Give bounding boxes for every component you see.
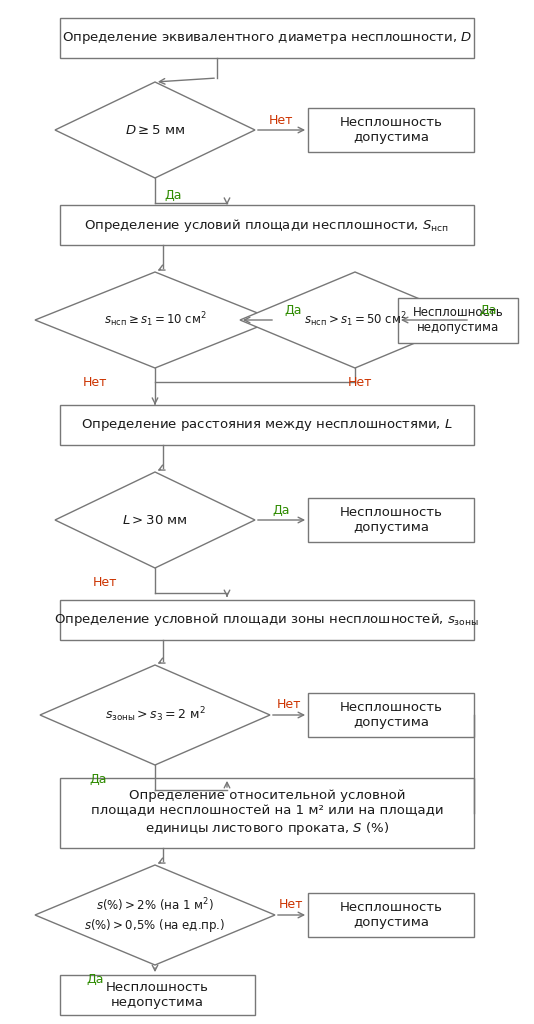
Polygon shape [240, 272, 470, 368]
Text: Нет: Нет [83, 376, 107, 388]
Text: $s_{\mathrm{нсп}}>s_1=50$ см$^2$: $s_{\mathrm{нсп}}>s_1=50$ см$^2$ [303, 310, 406, 330]
Text: Несплошность
недопустима: Несплошность недопустима [106, 981, 209, 1009]
FancyBboxPatch shape [60, 406, 474, 445]
Text: Несплошность
допустима: Несплошность допустима [340, 701, 443, 729]
Polygon shape [55, 82, 255, 178]
Polygon shape [55, 472, 255, 568]
Polygon shape [35, 272, 275, 368]
Text: $s(\%)>2\%$ (на 1 м$^2$)
$s(\%)>0{,}5\%$ (на ед.пр.): $s(\%)>2\%$ (на 1 м$^2$) $s(\%)>0{,}5\%$… [84, 896, 226, 934]
Polygon shape [40, 665, 270, 765]
FancyBboxPatch shape [60, 205, 474, 245]
FancyBboxPatch shape [308, 693, 474, 737]
Text: Да: Да [87, 973, 104, 985]
Text: Да: Да [164, 188, 182, 202]
Text: $D\geq 5$ мм: $D\geq 5$ мм [125, 124, 185, 136]
Text: Нет: Нет [279, 898, 303, 911]
Text: Несплошность
недопустима: Несплошность недопустима [413, 306, 504, 335]
Text: Определение условной площади зоны несплошностей, $s_{\mathrm{зоны}}$: Определение условной площади зоны неспло… [54, 611, 480, 629]
FancyBboxPatch shape [308, 893, 474, 937]
Text: Да: Да [272, 504, 290, 516]
FancyBboxPatch shape [398, 298, 518, 343]
Text: Несплошность
допустима: Несплошность допустима [340, 116, 443, 144]
Text: $s_{\mathrm{нсп}}\geq s_1=10$ см$^2$: $s_{\mathrm{нсп}}\geq s_1=10$ см$^2$ [104, 310, 207, 330]
FancyBboxPatch shape [60, 600, 474, 640]
Text: Определение условий площади несплошности, $S_{\mathrm{нсп}}$: Определение условий площади несплошности… [84, 216, 450, 233]
Text: Нет: Нет [269, 114, 293, 127]
Polygon shape [35, 865, 275, 965]
FancyBboxPatch shape [60, 778, 474, 848]
Text: Нет: Нет [277, 698, 301, 712]
Text: $L>30$ мм: $L>30$ мм [122, 513, 188, 526]
Text: Да: Да [284, 303, 302, 316]
FancyBboxPatch shape [60, 18, 474, 58]
Text: Определение относительной условной
площади несплошностей на 1 м² или на площади
: Определение относительной условной площа… [91, 790, 443, 837]
Text: Определение эквивалентного диаметра несплошности, $D$: Определение эквивалентного диаметра несп… [62, 30, 472, 46]
Text: Нет: Нет [93, 575, 117, 589]
Text: Несплошность
допустима: Несплошность допустима [340, 506, 443, 534]
Text: Нет: Нет [348, 376, 372, 388]
Text: $s_{\mathrm{зоны}}>s_3=2$ м$^2$: $s_{\mathrm{зоны}}>s_3=2$ м$^2$ [105, 706, 206, 724]
Text: Да: Да [479, 303, 497, 316]
Text: Определение расстояния между несплошностями, $L$: Определение расстояния между несплошност… [81, 417, 453, 433]
FancyBboxPatch shape [60, 975, 255, 1015]
Text: Несплошность
допустима: Несплошность допустима [340, 901, 443, 929]
FancyBboxPatch shape [308, 108, 474, 152]
Text: Да: Да [89, 772, 107, 785]
FancyBboxPatch shape [308, 498, 474, 542]
